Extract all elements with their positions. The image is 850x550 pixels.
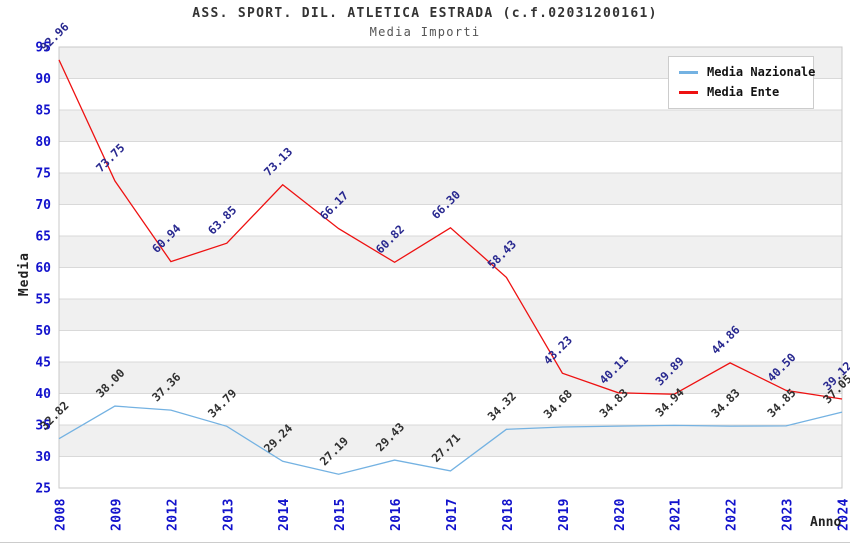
x-tick-label: 2023	[781, 498, 796, 531]
chart-subtitle: Media Importi	[369, 25, 481, 39]
y-tick-label: 35	[35, 419, 51, 434]
x-tick-label: 2012	[165, 498, 180, 531]
x-tick-label: 2009	[109, 498, 124, 531]
plot-band	[59, 110, 842, 142]
x-tick-label: 2022	[725, 498, 740, 531]
plot-band	[59, 141, 842, 173]
plot-band	[59, 330, 842, 362]
plot-band	[59, 236, 842, 268]
legend-item-media-ente: Media Ente	[679, 82, 813, 102]
plot-band	[59, 299, 842, 331]
legend-swatch-media-nazionale-icon	[679, 70, 698, 74]
plot-band	[59, 393, 842, 425]
x-axis-title: Anno	[810, 515, 842, 530]
legend: Media Nazionale Media Ente	[668, 56, 816, 109]
y-tick-label: 65	[35, 230, 51, 245]
y-axis-title: Media	[17, 252, 32, 297]
y-tick-label: 40	[35, 387, 51, 402]
y-tick-label: 25	[35, 482, 51, 497]
legend-label-media-ente: Media Ente	[707, 85, 780, 99]
x-tick-label: 2021	[669, 498, 684, 531]
y-tick-label: 95	[35, 41, 51, 56]
y-tick-label: 30	[35, 450, 51, 465]
y-tick-label: 80	[35, 135, 51, 150]
x-tick-label: 2014	[277, 498, 292, 531]
x-tick-label: 2019	[557, 498, 572, 531]
y-tick-label: 75	[35, 167, 51, 182]
series-line-media-ente	[58, 59, 843, 400]
x-tick-label: 2013	[221, 498, 236, 531]
y-tick-label: 60	[35, 261, 51, 276]
y-tick-label: 55	[35, 293, 51, 308]
x-tick-label: 2017	[445, 498, 460, 531]
x-tick-label: 2015	[333, 498, 348, 531]
y-tick-label: 70	[35, 198, 51, 213]
plot-band	[59, 456, 842, 488]
legend-swatch-media-ente-icon	[679, 90, 698, 94]
y-tick-label: 90	[35, 72, 51, 87]
y-tick-label: 45	[35, 356, 51, 371]
x-tick-label: 2016	[389, 498, 404, 531]
legend-label-media-nazionale: Media Nazionale	[707, 65, 816, 79]
x-tick-label: 2018	[501, 498, 516, 531]
plot-band	[59, 425, 842, 457]
y-tick-label: 50	[35, 324, 51, 339]
plot-band	[59, 267, 842, 299]
plot-band	[59, 362, 842, 394]
plot-band	[59, 173, 842, 205]
plot-border	[58, 46, 843, 489]
x-tick-label: 2008	[54, 498, 69, 531]
y-tick-label: 85	[35, 104, 51, 119]
chart-title: ASS. SPORT. DIL. ATLETICA ESTRADA (c.f.0…	[192, 6, 658, 21]
x-tick-label: 2024	[837, 498, 850, 531]
legend-item-media-nazionale: Media Nazionale	[679, 62, 816, 82]
plot-band	[59, 204, 842, 236]
x-tick-label: 2020	[613, 498, 628, 531]
series-line-media-nazionale	[58, 405, 843, 475]
